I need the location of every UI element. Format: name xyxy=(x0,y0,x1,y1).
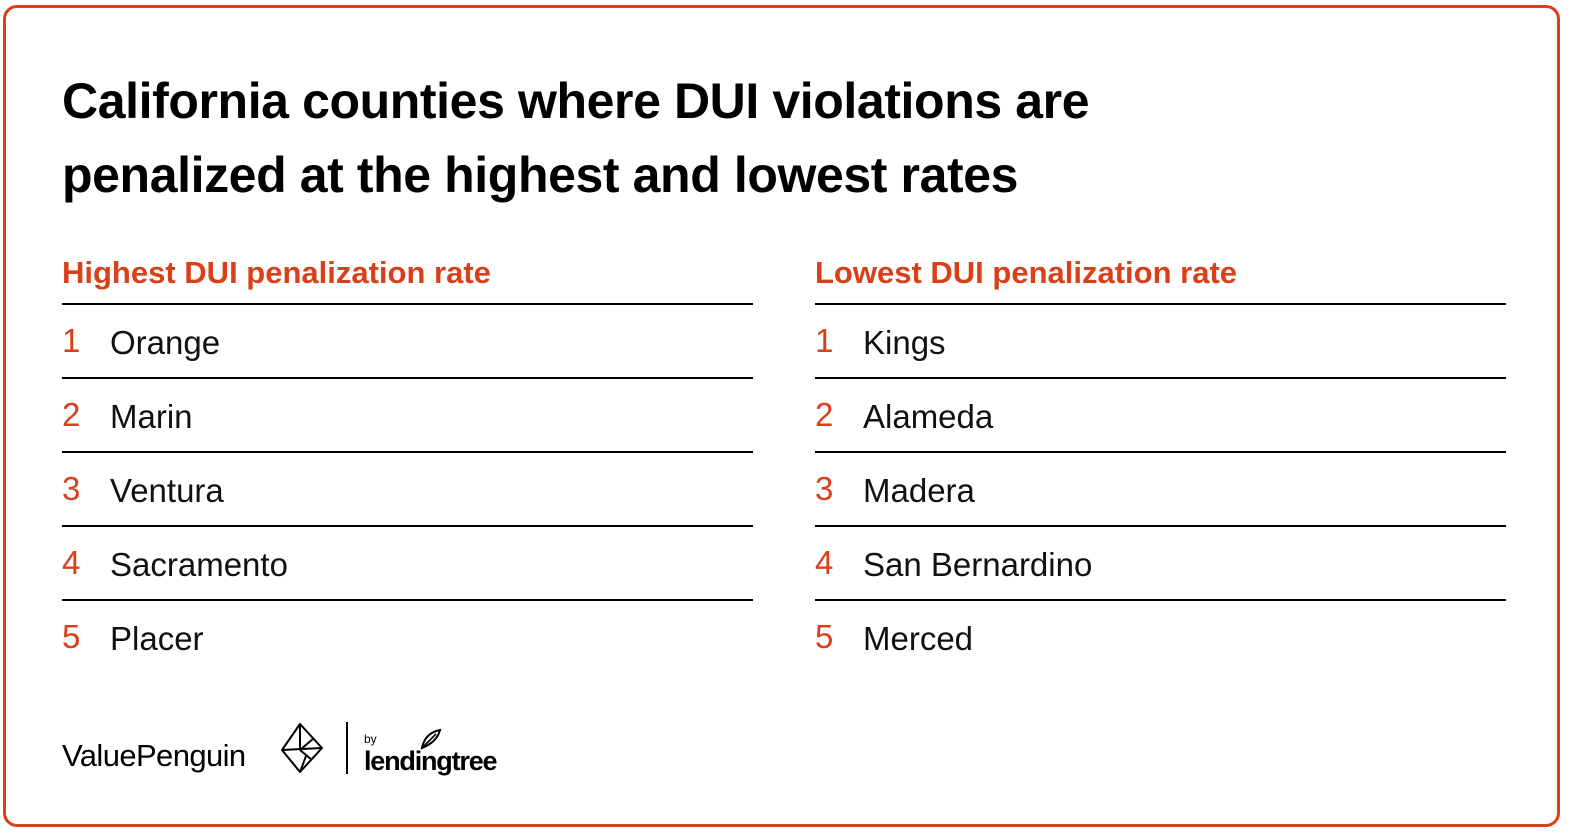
highest-heading: Highest DUI penalization rate xyxy=(62,250,753,305)
lendingtree-leaf-icon xyxy=(418,728,442,755)
county-name: San Bernardino xyxy=(863,546,1093,583)
rank-number: 3 xyxy=(62,470,81,507)
list-item: 2 Alameda xyxy=(815,379,1506,453)
rank-number: 5 xyxy=(62,618,81,655)
list-item: 1 Orange xyxy=(62,305,753,379)
card-frame xyxy=(3,5,1560,827)
brand-divider xyxy=(346,722,348,774)
county-name: Madera xyxy=(863,472,975,509)
rank-number: 1 xyxy=(815,322,834,359)
partner-prefix: by xyxy=(364,732,377,746)
title-line-2: penalized at the highest and lowest rate… xyxy=(62,147,1019,203)
footer-branding: ValuePenguin by lendingtree xyxy=(62,718,542,778)
list-item: 4 Sacramento xyxy=(62,527,753,601)
list-item: 3 Madera xyxy=(815,453,1506,527)
county-name: Orange xyxy=(110,324,221,361)
list-item: 5 Placer xyxy=(62,601,753,673)
highest-rows: 1 Orange 2 Marin 3 Ventura 4 Sacramento … xyxy=(62,305,753,673)
rank-number: 4 xyxy=(62,544,81,581)
rank-number: 5 xyxy=(815,618,834,655)
lowest-list: Lowest DUI penalization rate 1 Kings 2 A… xyxy=(815,250,1506,673)
list-item: 3 Ventura xyxy=(62,453,753,527)
list-item: 2 Marin xyxy=(62,379,753,453)
list-item: 5 Merced xyxy=(815,601,1506,673)
valuepenguin-logo-icon xyxy=(280,722,328,779)
county-name: Placer xyxy=(110,620,204,657)
title-line-1: California counties where DUI violations… xyxy=(62,73,1090,129)
county-name: Merced xyxy=(863,620,974,657)
list-item: 4 San Bernardino xyxy=(815,527,1506,601)
county-name: Marin xyxy=(110,398,193,435)
page-title: California counties where DUI violations… xyxy=(62,64,1462,212)
rank-number: 4 xyxy=(815,544,834,581)
county-name: Sacramento xyxy=(110,546,288,583)
rank-number: 3 xyxy=(815,470,834,507)
valuepenguin-wordmark: ValuePenguin xyxy=(62,738,246,773)
county-name: Kings xyxy=(863,324,946,361)
rank-number: 2 xyxy=(815,396,834,433)
lowest-heading: Lowest DUI penalization rate xyxy=(815,250,1506,305)
list-item: 1 Kings xyxy=(815,305,1506,379)
county-name: Ventura xyxy=(110,472,224,509)
lendingtree-wordmark: lendingtree xyxy=(364,746,498,776)
rank-number: 2 xyxy=(62,396,81,433)
lowest-rows: 1 Kings 2 Alameda 3 Madera 4 San Bernard… xyxy=(815,305,1506,673)
rank-number: 1 xyxy=(62,322,81,359)
highest-list: Highest DUI penalization rate 1 Orange 2… xyxy=(62,250,753,673)
county-name: Alameda xyxy=(863,398,994,435)
